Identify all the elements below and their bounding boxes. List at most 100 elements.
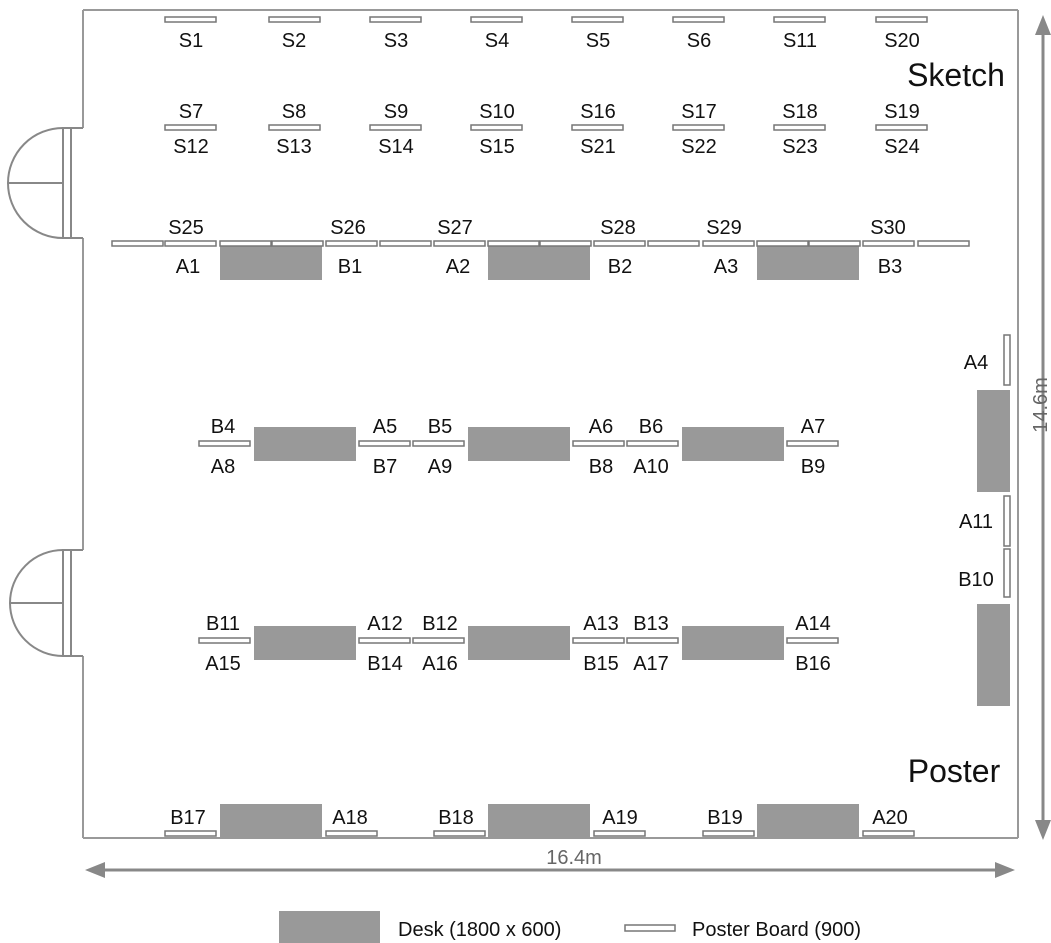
poster-board — [786, 440, 839, 447]
section-title: Poster — [908, 753, 1001, 789]
booth-label: S5 — [586, 30, 610, 52]
booth-label: S21 — [580, 136, 616, 158]
poster-board — [358, 440, 411, 447]
booth-label: S8 — [282, 101, 306, 123]
booth-label: B8 — [589, 456, 613, 478]
poster-board — [369, 16, 422, 23]
booth-label: S22 — [681, 136, 717, 158]
booth-label: S6 — [687, 30, 711, 52]
booth-label: S11 — [783, 30, 817, 52]
booth-label: A3 — [714, 256, 738, 278]
booth-label: B4 — [211, 416, 235, 438]
poster-board — [626, 637, 679, 644]
booth-label: A14 — [795, 613, 831, 635]
poster-board — [808, 240, 861, 247]
booth-label: S14 — [378, 136, 414, 158]
poster-board — [358, 637, 411, 644]
booth-label: S17 — [681, 101, 717, 123]
booth-label: S12 — [173, 136, 209, 158]
booth-label: A11 — [959, 511, 993, 533]
poster-board — [773, 16, 826, 23]
poster-board — [470, 16, 523, 23]
booth-label: S26 — [330, 217, 366, 239]
poster-board — [572, 440, 625, 447]
booth-label: B18 — [438, 807, 474, 829]
legend-label: Poster Board (900) — [692, 919, 861, 941]
booth-label: B14 — [367, 653, 403, 675]
poster-board — [702, 830, 755, 837]
layout: S1 S2 S3 S4 S5 S6 S11 S20 S7 S8 S9 S10 S16 S17 S18 S19 S… — [111, 16, 1011, 838]
booth-label: A6 — [589, 416, 613, 438]
poster-board — [412, 440, 465, 447]
desk — [488, 246, 590, 280]
booth-label: S24 — [884, 136, 920, 158]
poster-board — [647, 240, 700, 247]
poster-board — [593, 240, 646, 247]
booth-label: B11 — [206, 613, 240, 635]
poster-board — [626, 440, 679, 447]
booth-label: S25 — [168, 217, 204, 239]
poster-board — [164, 830, 217, 837]
booth-label: B3 — [878, 256, 902, 278]
poster-board — [862, 830, 915, 837]
booth-label: S13 — [276, 136, 312, 158]
booth-label: S30 — [870, 217, 906, 239]
poster-board — [862, 240, 915, 247]
desk — [468, 626, 570, 660]
booth-label: A18 — [332, 807, 368, 829]
poster-board — [1003, 334, 1011, 386]
poster-board — [433, 830, 486, 837]
booth-label: S20 — [884, 30, 920, 52]
booth-label: B2 — [608, 256, 632, 278]
legend-board — [624, 924, 676, 932]
booth-label: S28 — [600, 217, 636, 239]
booth-label: A5 — [373, 416, 397, 438]
poster-board — [412, 637, 465, 644]
booth-label: A7 — [801, 416, 825, 438]
booth-label: B9 — [801, 456, 825, 478]
booth-label: B19 — [707, 807, 743, 829]
poster-board — [571, 16, 624, 23]
booth-label: B7 — [373, 456, 397, 478]
poster-board — [572, 637, 625, 644]
section-title: Sketch — [907, 57, 1005, 93]
booth-label: B6 — [639, 416, 663, 438]
poster-board — [470, 124, 523, 131]
poster-board — [198, 637, 251, 644]
booth-label: S4 — [485, 30, 509, 52]
booth-label: S18 — [782, 101, 818, 123]
poster-board — [369, 124, 422, 131]
booth-label: B16 — [795, 653, 831, 675]
poster-board — [1003, 495, 1011, 547]
poster-board — [268, 124, 321, 131]
booth-label: A17 — [633, 653, 669, 675]
poster-board — [702, 240, 755, 247]
booth-label: A1 — [176, 256, 200, 278]
booth-label: A4 — [964, 352, 988, 374]
booth-label: B12 — [422, 613, 458, 635]
poster-board — [164, 124, 217, 131]
poster-board — [271, 240, 324, 247]
desk — [220, 804, 322, 838]
desk — [488, 804, 590, 838]
poster-board — [672, 124, 725, 131]
poster-board — [1003, 548, 1011, 598]
booth-label: B5 — [428, 416, 452, 438]
poster-board — [672, 16, 725, 23]
booth-label: A10 — [633, 456, 669, 478]
poster-board — [571, 124, 624, 131]
booth-label: S23 — [782, 136, 818, 158]
desk — [977, 390, 1010, 492]
door — [6, 127, 83, 657]
poster-board — [875, 16, 928, 23]
poster-board — [164, 16, 217, 23]
poster-board — [219, 240, 272, 247]
poster-board — [268, 16, 321, 23]
booth-label: A20 — [872, 807, 908, 829]
poster-board — [433, 240, 486, 247]
booth-label: A12 — [367, 613, 403, 635]
desk — [757, 804, 859, 838]
booth-label: A9 — [428, 456, 452, 478]
poster-board — [198, 440, 251, 447]
